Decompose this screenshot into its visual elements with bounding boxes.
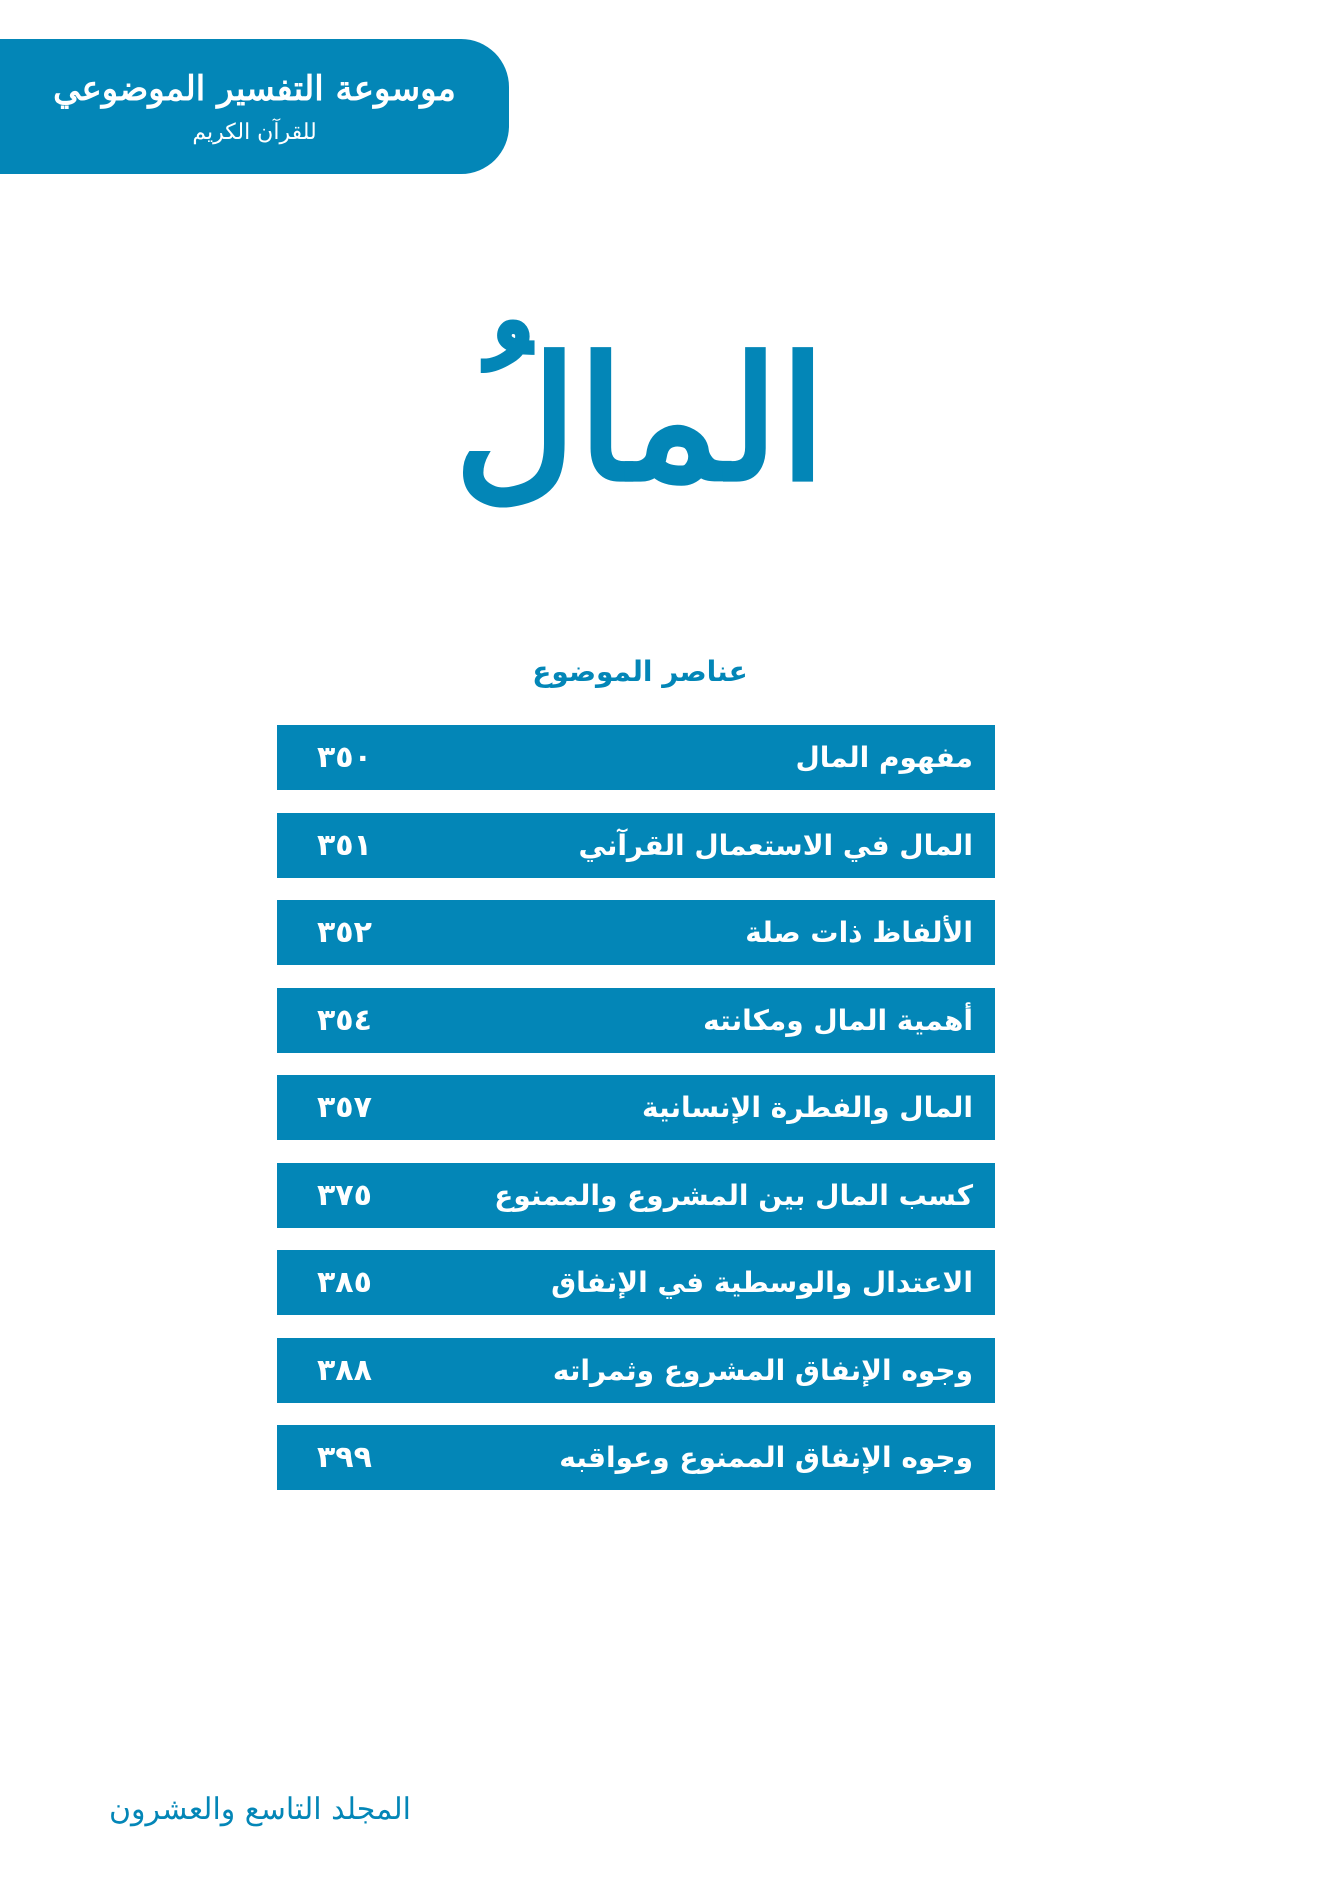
toc-item-page: ٣٥٧ xyxy=(317,1090,372,1125)
series-logo-banner: موسوعة التفسير الموضوعي للقرآن الكريم xyxy=(0,39,509,174)
toc-row[interactable]: المال والفطرة الإنسانية ٣٥٧ xyxy=(277,1075,995,1140)
table-of-contents: مفهوم المال ٣٥٠ المال في الاستعمال القرآن… xyxy=(277,725,995,1513)
toc-item-label: الاعتدال والوسطية في الإنفاق xyxy=(551,1266,973,1299)
toc-item-label: المال في الاستعمال القرآني xyxy=(578,828,973,862)
toc-row[interactable]: أهمية المال ومكانته ٣٥٤ xyxy=(277,987,995,1053)
toc-item-page: ٣٩٩ xyxy=(317,1440,372,1475)
toc-row[interactable]: كسب المال بين المشروع والممنوع ٣٧٥ xyxy=(277,1162,995,1228)
toc-item-page: ٣٨٥ xyxy=(317,1265,372,1300)
toc-item-label: وجوه الإنفاق الممنوع وعواقبه xyxy=(559,1441,973,1474)
toc-row[interactable]: الاعتدال والوسطية في الإنفاق ٣٨٥ xyxy=(277,1250,995,1315)
toc-item-page: ٣٥٤ xyxy=(317,1002,372,1038)
toc-heading: عناصر الموضوع xyxy=(532,655,748,688)
toc-row[interactable]: الألفاظ ذات صلة ٣٥٢ xyxy=(277,900,995,965)
toc-item-label: وجوه الإنفاق المشروع وثمراته xyxy=(552,1353,973,1387)
toc-item-page: ٣٥٠ xyxy=(317,740,372,775)
toc-item-page: ٣٥٢ xyxy=(317,915,372,950)
toc-row[interactable]: المال في الاستعمال القرآني ٣٥١ xyxy=(277,812,995,878)
toc-item-page: ٣٥١ xyxy=(317,827,372,863)
toc-item-page: ٣٨٨ xyxy=(317,1352,372,1388)
topic-title: المالُ xyxy=(453,320,827,520)
toc-item-page: ٣٧٥ xyxy=(317,1177,372,1213)
toc-item-label: الألفاظ ذات صلة xyxy=(745,916,973,949)
toc-row[interactable]: وجوه الإنفاق الممنوع وعواقبه ٣٩٩ xyxy=(277,1425,995,1490)
volume-label: المجلد التاسع والعشرون xyxy=(109,1792,411,1827)
series-title: موسوعة التفسير الموضوعي xyxy=(53,68,456,109)
series-subtitle: للقرآن الكريم xyxy=(192,119,317,145)
toc-item-label: أهمية المال ومكانته xyxy=(703,1003,973,1037)
toc-item-label: كسب المال بين المشروع والممنوع xyxy=(494,1178,973,1212)
toc-item-label: المال والفطرة الإنسانية xyxy=(642,1091,973,1124)
toc-row[interactable]: وجوه الإنفاق المشروع وثمراته ٣٨٨ xyxy=(277,1337,995,1403)
toc-item-label: مفهوم المال xyxy=(795,741,974,774)
toc-row[interactable]: مفهوم المال ٣٥٠ xyxy=(277,725,995,790)
